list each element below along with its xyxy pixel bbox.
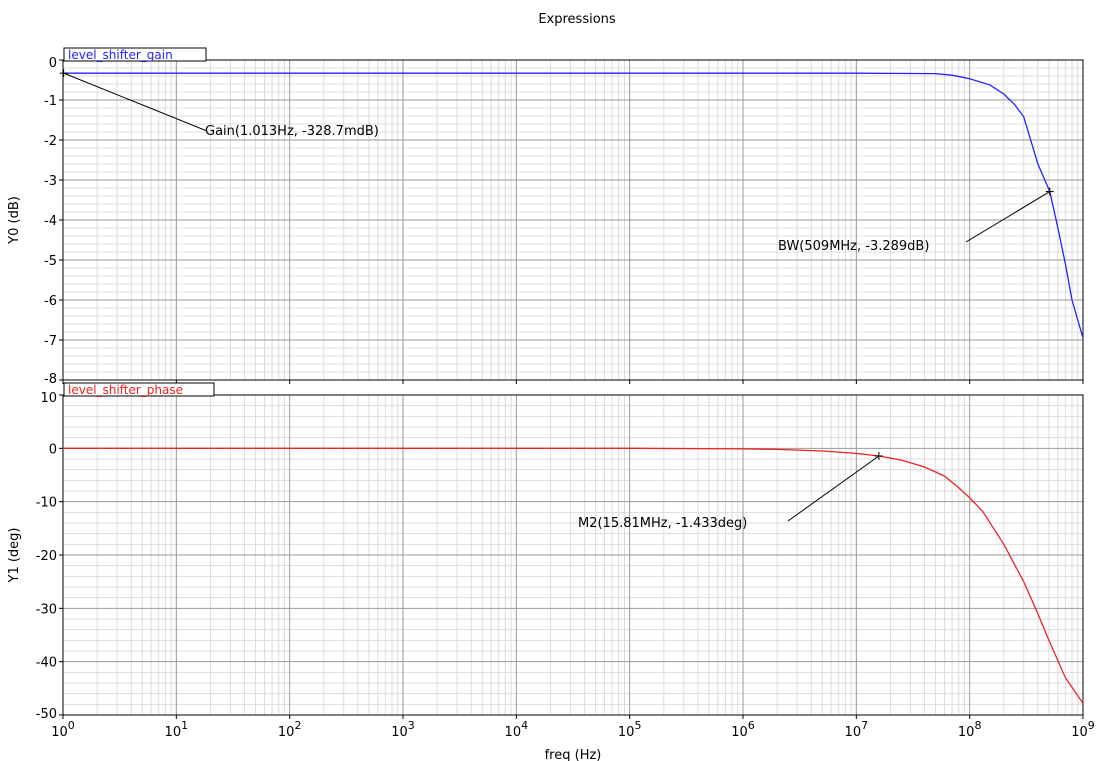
- legend-box: [63, 47, 207, 62]
- y-tick-label: -1: [44, 94, 57, 109]
- x-tick-base: 10: [391, 725, 408, 740]
- marker-leader: [63, 72, 208, 132]
- x-tick-base: 10: [51, 725, 68, 740]
- y-tick-label: -2: [44, 134, 57, 149]
- y-tick-label: 0: [49, 442, 57, 457]
- x-tick-label: 109: [1071, 719, 1095, 740]
- marker-leader: [965, 191, 1051, 243]
- legend-box: [63, 382, 215, 397]
- y-tick-label: -4: [44, 214, 57, 229]
- marker-label: Gain(1.013Hz, -328.7mdB): [205, 124, 379, 139]
- x-tick-label: 106: [731, 719, 755, 740]
- y-tick-label: -5: [44, 254, 57, 269]
- legend-label: level_shifter_gain: [68, 48, 173, 62]
- series-line-level_shifter_gain: [63, 72, 1084, 339]
- x-tick-label: 105: [618, 719, 642, 740]
- legend-entry: level_shifter_phase: [63, 382, 215, 397]
- plot-frame: [62, 394, 1084, 716]
- x-tick-base: 10: [845, 725, 862, 740]
- y-axis-title: Y1 (deg): [7, 528, 22, 584]
- x-tick-base: 10: [731, 725, 748, 740]
- x-tick-exponent: 5: [634, 719, 641, 732]
- marker-label: M2(15.81MHz, -1.433deg): [578, 516, 747, 531]
- marker: BW(509MHz, -3.289dB): [778, 187, 1054, 254]
- marker-label: BW(509MHz, -3.289dB): [778, 239, 929, 254]
- x-tick-exponent: 2: [294, 719, 301, 732]
- x-tick-label: 108: [958, 719, 982, 740]
- y-tick-label: -30: [36, 602, 57, 617]
- plot-frame: [62, 59, 1084, 381]
- x-tick-base: 10: [618, 725, 635, 740]
- x-tick-exponent: 6: [748, 719, 755, 732]
- x-tick-label: 107: [845, 719, 869, 740]
- y-tick-label: -10: [36, 496, 57, 511]
- legend-entry: level_shifter_gain: [63, 47, 207, 62]
- marker: M2(15.81MHz, -1.433deg): [578, 451, 883, 531]
- x-tick-base: 10: [958, 725, 975, 740]
- y-tick-label: -50: [36, 707, 57, 722]
- y-tick-label: -20: [36, 549, 57, 564]
- x-tick-base: 10: [165, 725, 182, 740]
- y-tick-label: 0: [49, 56, 57, 71]
- x-tick-base: 10: [278, 725, 295, 740]
- x-tick-base: 10: [505, 725, 522, 740]
- plot-title: Expressions: [538, 12, 616, 27]
- chart-panel-0: 0 -1 -2 -3 -4 -5 -6 -7 -8 Y0 (dB) level_shifter_ga…: [7, 47, 1084, 387]
- y-tick-label: -40: [36, 656, 57, 671]
- x-tick-exponent: 3: [408, 719, 415, 732]
- y-tick-label: -3: [44, 174, 57, 189]
- legend-label: level_shifter_phase: [68, 383, 183, 397]
- x-tick-label: 104: [505, 719, 529, 740]
- x-tick-exponent: 1: [181, 719, 188, 732]
- marker: Gain(1.013Hz, -328.7mdB): [59, 69, 379, 139]
- y-tick-label: -7: [44, 334, 57, 349]
- y-tick-label: 10: [40, 391, 57, 406]
- x-tick-label: 101: [165, 719, 189, 740]
- x-tick-exponent: 7: [861, 719, 868, 732]
- x-tick-exponent: 4: [521, 719, 528, 732]
- x-tick-label: 103: [391, 719, 415, 740]
- x-tick-base: 10: [1071, 725, 1088, 740]
- x-axis-title: freq (Hz): [545, 748, 602, 761]
- x-tick-label: 102: [278, 719, 302, 740]
- y-axis-title: Y0 (dB): [7, 196, 22, 245]
- y-tick-label: -6: [44, 294, 57, 309]
- x-tick-exponent: 0: [68, 719, 75, 732]
- y-tick-label: -8: [44, 372, 57, 387]
- marker-leader: [787, 455, 880, 522]
- x-tick-label: 100: [51, 719, 75, 740]
- series-line-level_shifter_phase: [63, 447, 1084, 704]
- x-tick-exponent: 9: [1088, 719, 1095, 732]
- x-tick-exponent: 8: [974, 719, 981, 732]
